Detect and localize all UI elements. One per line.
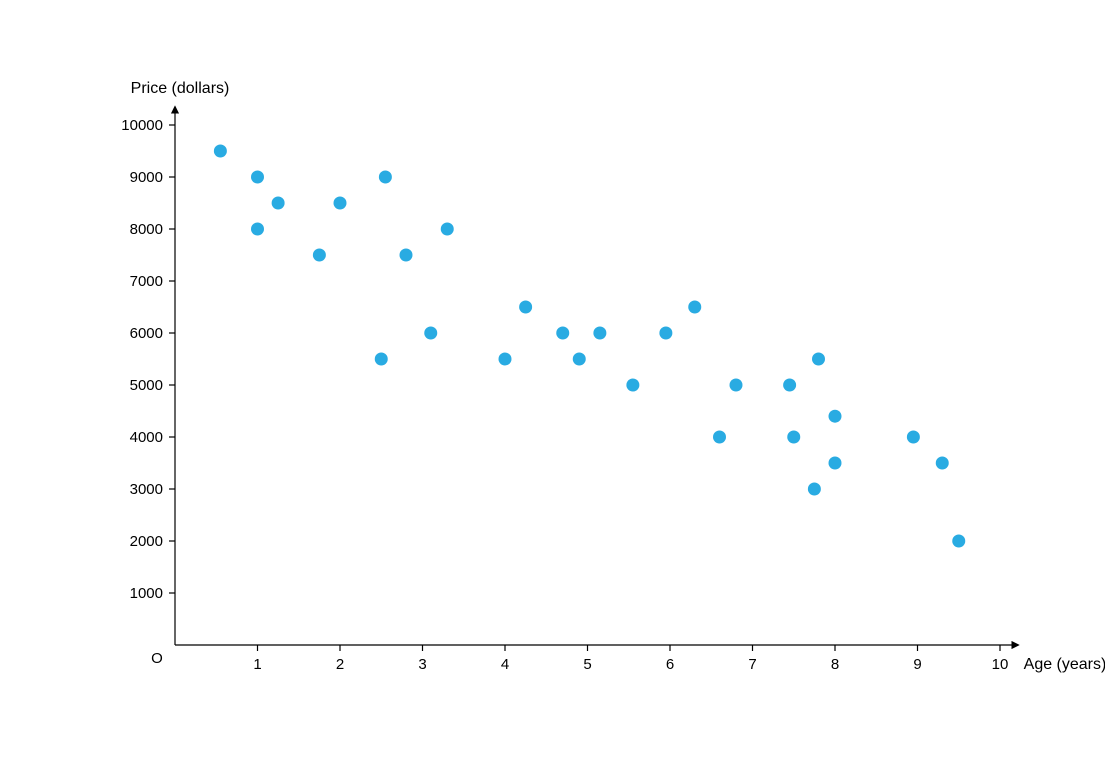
y-tick-label: 2000 [130, 533, 163, 550]
data-point [829, 457, 842, 470]
data-point [375, 353, 388, 366]
data-point [808, 483, 821, 496]
x-tick-label: 7 [748, 656, 756, 673]
data-point [519, 301, 532, 314]
y-tick-label: 9000 [130, 169, 163, 186]
data-point [379, 171, 392, 184]
y-tick-label: 10000 [121, 117, 163, 134]
x-tick-label: 8 [831, 656, 839, 673]
scatter-chart: O 1 2 3 4 5 6 7 8 9 10 1000 2000 3000 4000 5000 6000 7000… [0, 0, 1105, 772]
data-point [829, 410, 842, 423]
x-tick-label: 6 [666, 656, 674, 673]
data-point [812, 353, 825, 366]
data-point [907, 431, 920, 444]
data-point [730, 379, 743, 392]
data-point [334, 197, 347, 210]
data-point [688, 301, 701, 314]
data-point [400, 249, 413, 262]
data-point [783, 379, 796, 392]
data-point [952, 535, 965, 548]
data-point [936, 457, 949, 470]
data-point [573, 353, 586, 366]
y-tick-label: 7000 [130, 273, 163, 290]
x-tick-label: 5 [583, 656, 591, 673]
data-point [593, 327, 606, 340]
data-point [787, 431, 800, 444]
x-tick-label: 1 [253, 656, 261, 673]
data-point [659, 327, 672, 340]
data-point [499, 353, 512, 366]
y-tick-label: 6000 [130, 325, 163, 342]
y-tick-label: 5000 [130, 377, 163, 394]
x-tick-label: 3 [418, 656, 426, 673]
y-tick-label: 4000 [130, 429, 163, 446]
data-point [251, 223, 264, 236]
x-tick-label: 2 [336, 656, 344, 673]
data-point [214, 145, 227, 158]
data-point [441, 223, 454, 236]
data-point [251, 171, 264, 184]
x-axis-title: Age (years) [1024, 656, 1105, 673]
data-point [713, 431, 726, 444]
y-tick-label: 8000 [130, 221, 163, 238]
y-axis-title: Price (dollars) [131, 80, 230, 97]
x-tick-label: 10 [992, 656, 1009, 673]
y-tick-label: 3000 [130, 481, 163, 498]
data-point [556, 327, 569, 340]
data-point [272, 197, 285, 210]
data-point [313, 249, 326, 262]
x-tick-label: 9 [913, 656, 921, 673]
data-point [626, 379, 639, 392]
data-point [424, 327, 437, 340]
origin-label: O [151, 650, 163, 667]
y-tick-label: 1000 [130, 585, 163, 602]
x-tick-label: 4 [501, 656, 509, 673]
